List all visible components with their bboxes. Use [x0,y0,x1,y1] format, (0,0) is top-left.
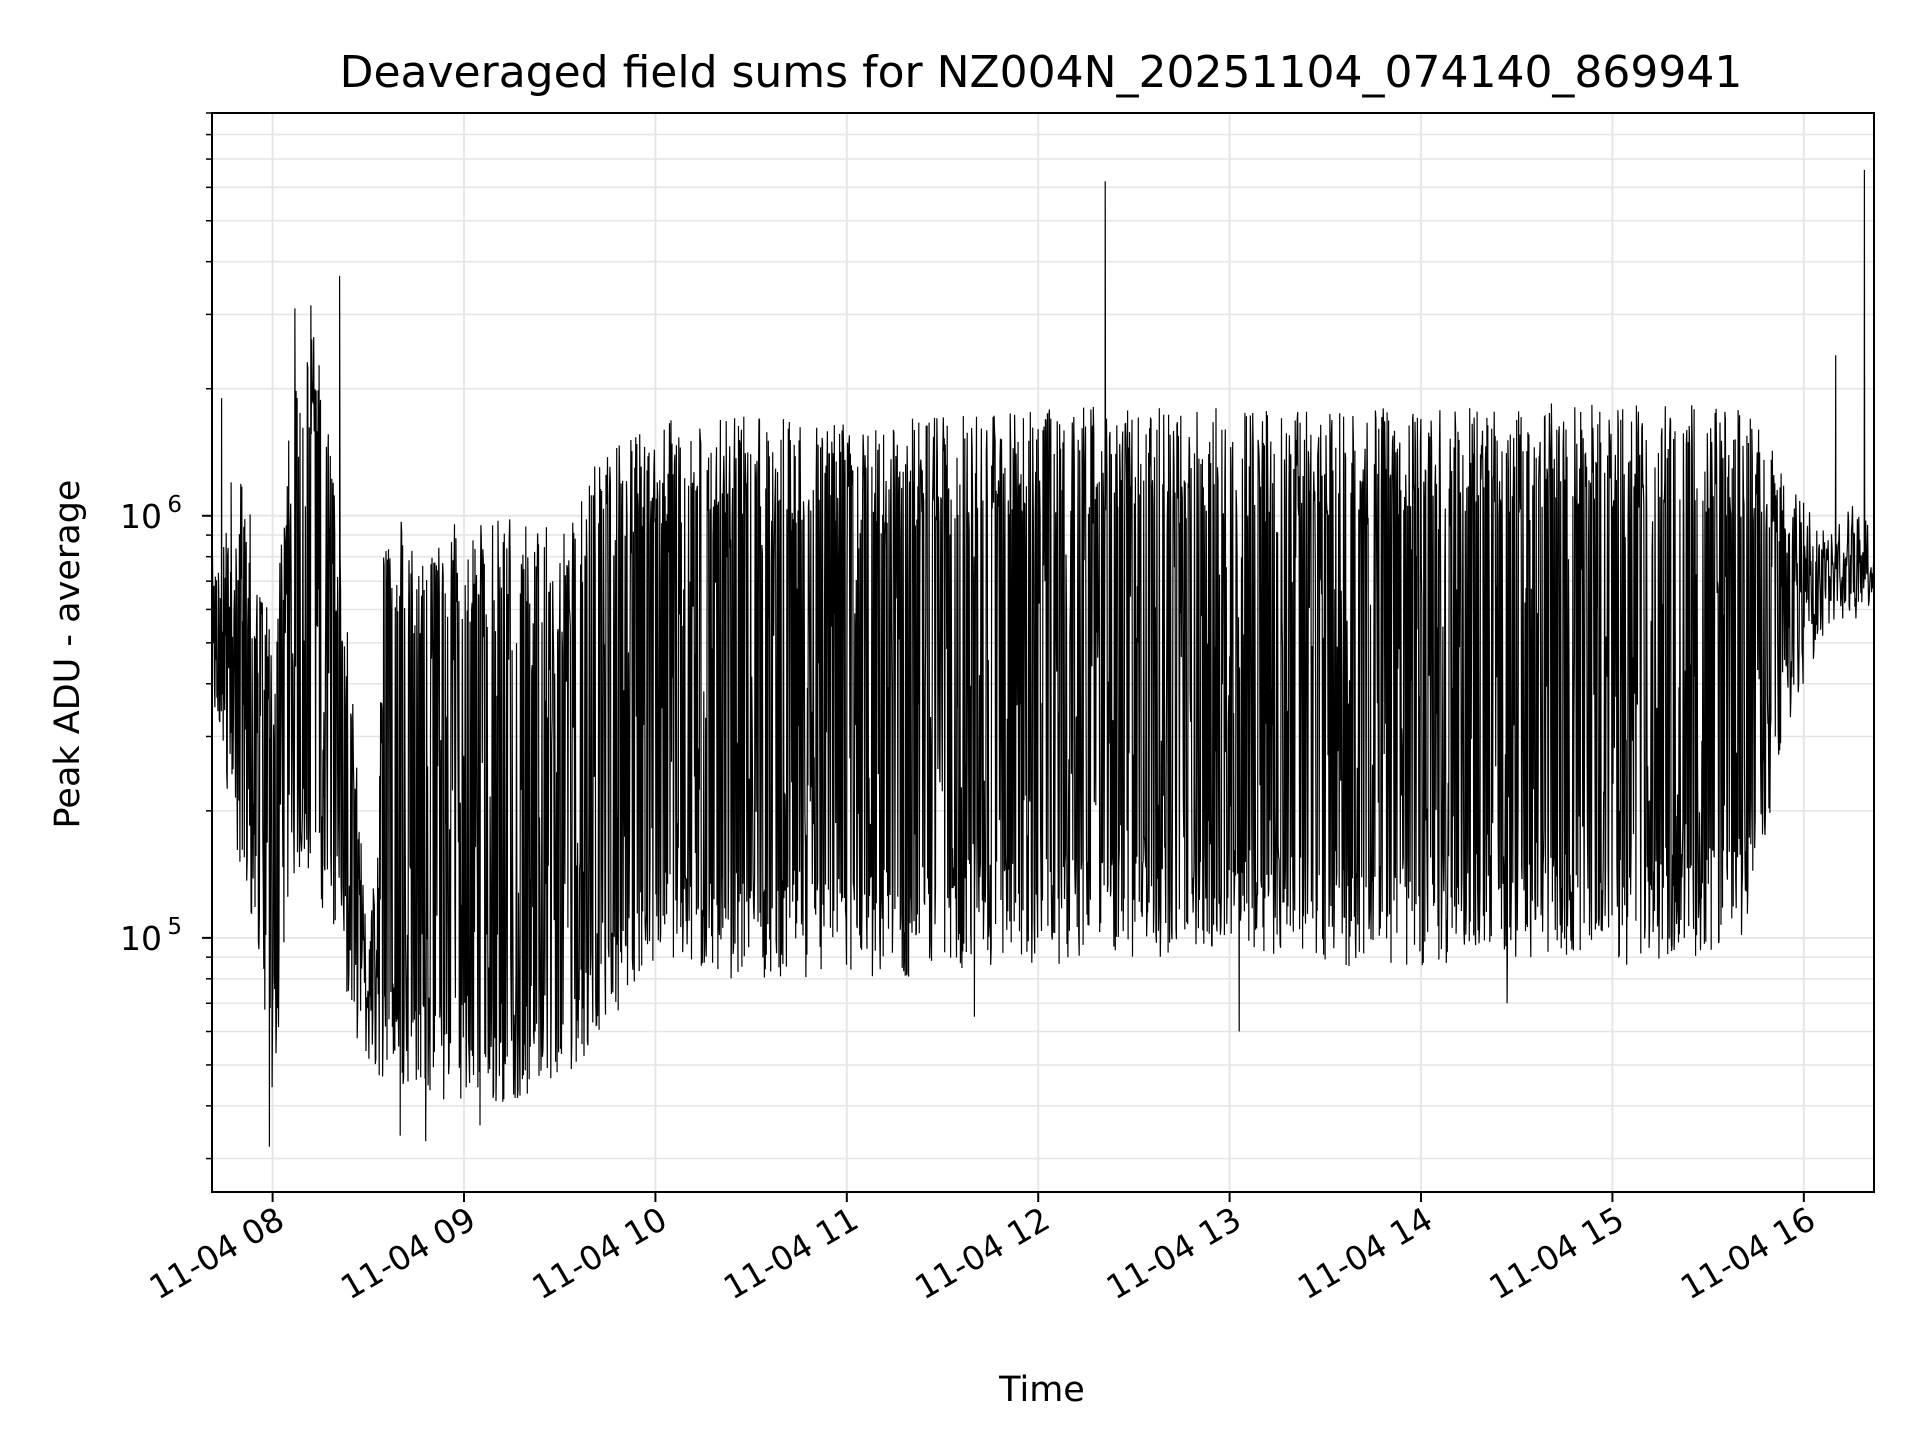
plot-frame [211,112,1875,1193]
y-tick-label-0: 10 [120,919,162,958]
x-axis-label: Time [998,1370,1085,1410]
y-axis-label: Peak ADU - average [48,480,88,829]
chart-title: Deaveraged field sums for NZ004N_2025110… [340,47,1743,98]
y-tick-exponent-1: 6 [167,492,182,518]
y-tick-exponent-0: 5 [167,914,182,940]
series-line [212,169,1874,1147]
data-series [212,169,1874,1147]
y-tick-label-1: 10 [120,497,162,536]
